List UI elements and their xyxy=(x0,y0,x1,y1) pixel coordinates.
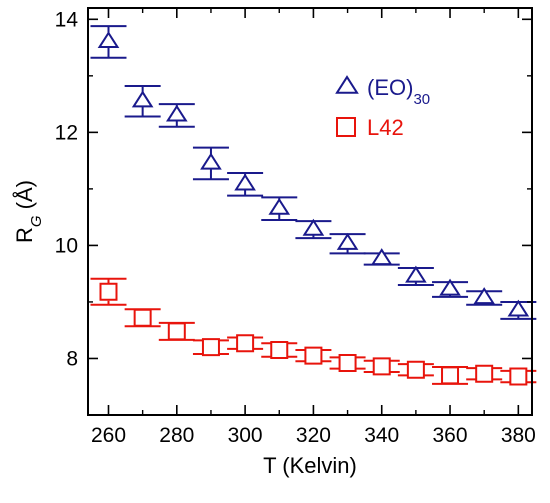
y-tick-label: 10 xyxy=(55,234,78,257)
plot-frame xyxy=(87,7,533,416)
square-marker xyxy=(338,353,357,372)
y-tick-label: 12 xyxy=(55,121,78,144)
square-marker xyxy=(133,308,152,327)
legend-label-eo30-main: (EO) xyxy=(367,75,413,100)
series-l42 xyxy=(90,277,537,386)
x-axis-title: T (Kelvin) xyxy=(263,453,357,478)
x-tick-label: 320 xyxy=(296,424,331,447)
series-eo30 xyxy=(90,25,537,320)
y-axis-title-sub: G xyxy=(28,215,45,227)
triangle-marker xyxy=(131,90,154,108)
x-tick-label: 260 xyxy=(91,424,126,447)
triangle-marker xyxy=(439,278,461,296)
x-tick-label: 360 xyxy=(433,424,468,447)
legend-label-eo30-sub: 30 xyxy=(413,91,430,108)
x-tick-label: 280 xyxy=(159,424,194,447)
legend-label-eo30: (EO)30 xyxy=(367,75,430,108)
legend-marker-triangle xyxy=(335,75,359,94)
y-axis-title-unit: (Å) xyxy=(12,180,37,215)
axis-ticks: 260 280 300 320 340 360 380 8 10 12 14 xyxy=(55,8,536,447)
triangle-marker xyxy=(165,104,188,122)
square-marker xyxy=(236,334,255,353)
legend-marker-square xyxy=(336,117,356,137)
y-tick-label: 8 xyxy=(66,347,78,370)
triangle-marker xyxy=(302,218,325,236)
triangle-marker xyxy=(370,248,393,266)
x-tick-label: 380 xyxy=(501,424,536,447)
chart-marks xyxy=(90,25,537,386)
square-marker xyxy=(270,340,289,359)
triangle-marker xyxy=(405,265,427,283)
x-tick-label: 300 xyxy=(228,424,263,447)
triangle-marker xyxy=(268,197,291,215)
square-marker xyxy=(509,367,528,386)
square-marker xyxy=(475,364,494,383)
legend: (EO)30 L42 xyxy=(335,75,430,140)
square-marker xyxy=(99,282,118,301)
square-marker xyxy=(167,322,186,341)
triangle-marker xyxy=(336,232,359,250)
triangle-marker xyxy=(473,287,496,305)
x-tick-label: 340 xyxy=(364,424,399,447)
legend-label-l42: L42 xyxy=(367,115,404,140)
triangle-marker xyxy=(200,152,222,170)
square-marker xyxy=(406,360,425,379)
triangle-marker xyxy=(97,31,120,49)
triangle-marker xyxy=(507,299,530,317)
square-marker xyxy=(372,357,391,376)
y-tick-label: 14 xyxy=(55,8,79,31)
square-marker xyxy=(441,366,460,385)
square-marker xyxy=(304,346,323,365)
y-axis-title: RG (Å) xyxy=(12,180,45,243)
square-marker xyxy=(201,338,220,357)
triangle-marker xyxy=(234,173,256,191)
y-axis-title-main: R xyxy=(12,227,37,243)
